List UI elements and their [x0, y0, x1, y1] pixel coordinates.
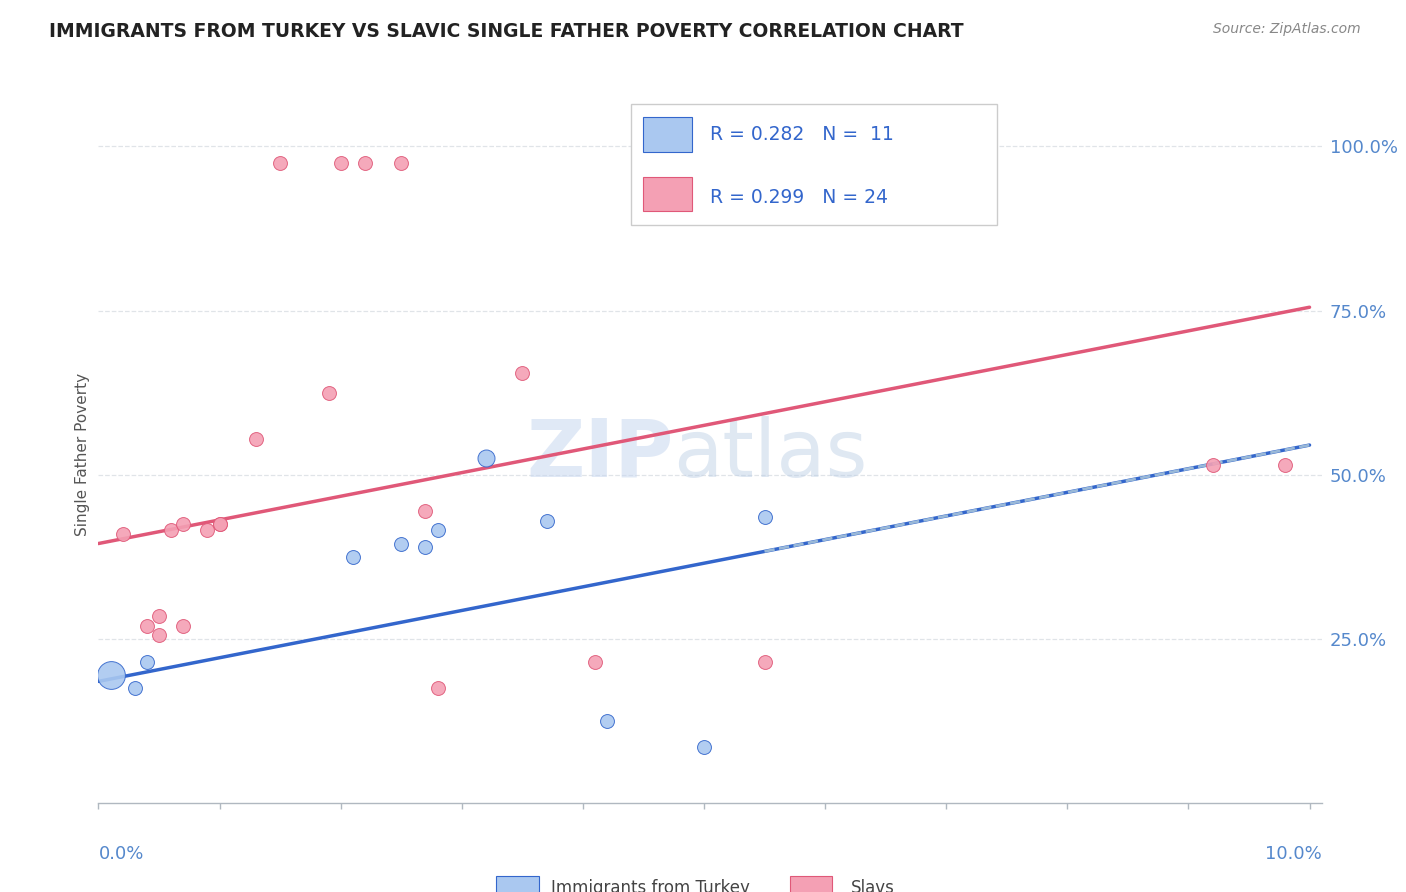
- Point: [693, 739, 716, 754]
- Point: [510, 366, 533, 380]
- Text: Slavs: Slavs: [851, 880, 894, 892]
- Point: [1201, 458, 1223, 472]
- Point: [148, 628, 170, 642]
- Text: 10.0%: 10.0%: [1265, 845, 1322, 863]
- FancyBboxPatch shape: [643, 177, 692, 211]
- Point: [318, 385, 340, 400]
- Point: [100, 668, 122, 682]
- Point: [389, 536, 412, 550]
- Point: [1274, 458, 1296, 472]
- Point: [172, 618, 194, 632]
- Y-axis label: Single Father Poverty: Single Father Poverty: [75, 374, 90, 536]
- Text: IMMIGRANTS FROM TURKEY VS SLAVIC SINGLE FATHER POVERTY CORRELATION CHART: IMMIGRANTS FROM TURKEY VS SLAVIC SINGLE …: [49, 22, 965, 41]
- FancyBboxPatch shape: [643, 118, 692, 153]
- Point: [342, 549, 364, 564]
- Text: ZIP: ZIP: [526, 416, 673, 494]
- Text: Source: ZipAtlas.com: Source: ZipAtlas.com: [1213, 22, 1361, 37]
- Point: [124, 681, 146, 695]
- Point: [208, 516, 231, 531]
- Point: [111, 526, 134, 541]
- Point: [135, 618, 157, 632]
- Point: [426, 681, 449, 695]
- Point: [160, 524, 183, 538]
- Point: [754, 655, 776, 669]
- Text: atlas: atlas: [673, 416, 868, 494]
- Point: [415, 504, 437, 518]
- Text: Immigrants from Turkey: Immigrants from Turkey: [551, 880, 749, 892]
- Point: [208, 516, 231, 531]
- Point: [269, 156, 291, 170]
- Text: R = 0.282   N =  11: R = 0.282 N = 11: [710, 126, 894, 145]
- Point: [148, 608, 170, 623]
- FancyBboxPatch shape: [496, 876, 538, 892]
- Point: [135, 655, 157, 669]
- Text: R = 0.299   N = 24: R = 0.299 N = 24: [710, 188, 889, 207]
- Point: [354, 156, 377, 170]
- Point: [754, 510, 776, 524]
- Point: [596, 714, 619, 728]
- Point: [875, 156, 897, 170]
- Point: [536, 514, 558, 528]
- Point: [415, 540, 437, 554]
- Point: [245, 432, 267, 446]
- Point: [426, 524, 449, 538]
- Point: [197, 524, 219, 538]
- FancyBboxPatch shape: [630, 103, 997, 226]
- Point: [583, 655, 606, 669]
- Point: [329, 156, 352, 170]
- Point: [389, 156, 412, 170]
- Text: 0.0%: 0.0%: [98, 845, 143, 863]
- Point: [172, 516, 194, 531]
- Point: [475, 451, 498, 466]
- FancyBboxPatch shape: [790, 876, 832, 892]
